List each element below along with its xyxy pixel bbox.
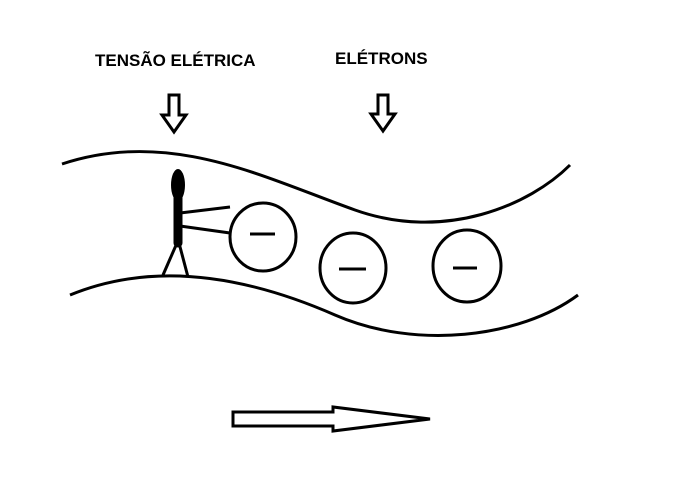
wire-lower-wall — [69, 274, 579, 337]
person-pushing-icon — [161, 169, 231, 278]
electron-3 — [431, 228, 503, 304]
current-direction-arrow-icon — [231, 405, 431, 433]
electron-1 — [228, 201, 298, 273]
electrons-label: ELÉTRONS — [335, 49, 428, 68]
voltage-label: TENSÃO ELÉTRICA — [95, 50, 256, 70]
wire-upper-wall — [61, 150, 572, 224]
voltage-down-arrow-icon — [159, 93, 189, 135]
electron-2 — [318, 231, 388, 305]
electrons-down-arrow-icon — [368, 93, 398, 134]
